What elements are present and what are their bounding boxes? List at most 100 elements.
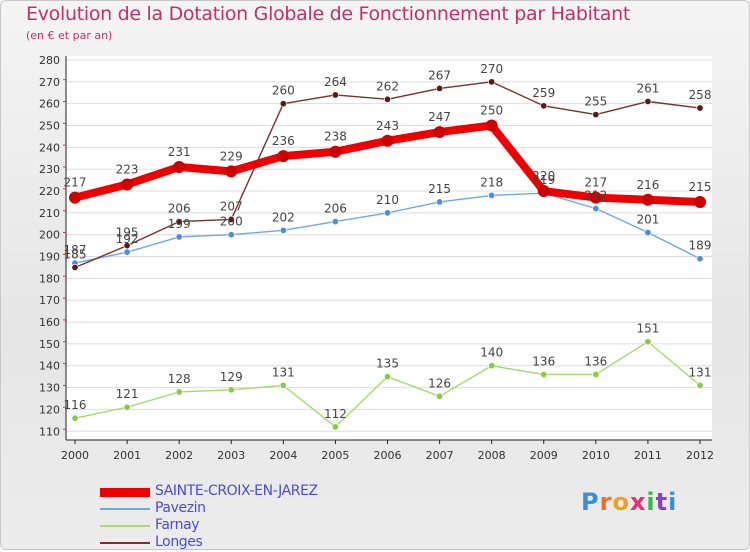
data-label: 200	[220, 215, 243, 229]
x-tick-label: 2009	[530, 449, 558, 462]
data-point	[277, 150, 290, 163]
data-point	[123, 403, 131, 411]
data-label: 218	[480, 175, 503, 189]
data-point	[644, 229, 652, 237]
data-label: 189	[689, 239, 712, 253]
data-point	[175, 218, 183, 226]
x-tick-label: 2001	[113, 449, 141, 462]
data-label: 135	[376, 357, 399, 371]
data-label: 217	[64, 176, 87, 190]
y-tick-label: 240	[39, 141, 60, 154]
y-tick-label: 280	[39, 54, 60, 67]
data-label: 187	[64, 243, 87, 257]
data-point	[329, 145, 342, 158]
x-tick-label: 2004	[269, 449, 297, 462]
x-tick-label: 2012	[686, 449, 714, 462]
data-label: 220	[532, 169, 555, 183]
data-point	[436, 392, 444, 400]
data-label: 206	[168, 202, 191, 216]
y-tick-label: 160	[39, 316, 60, 329]
data-point	[488, 362, 496, 370]
data-point	[589, 191, 602, 204]
data-label: 195	[116, 226, 139, 240]
data-point	[383, 209, 391, 217]
proxiti-logo: Proxiti	[581, 488, 677, 516]
data-point	[279, 100, 287, 108]
data-label: 270	[480, 62, 503, 76]
data-label: 112	[324, 407, 347, 421]
data-point	[71, 414, 79, 422]
legend-swatch-farnay	[100, 525, 150, 527]
y-tick-label: 190	[39, 251, 60, 264]
data-label: 223	[116, 162, 139, 176]
data-point	[331, 423, 339, 431]
data-label: 202	[272, 210, 295, 224]
data-point	[436, 198, 444, 206]
data-point	[279, 226, 287, 234]
data-label: 210	[376, 193, 399, 207]
x-tick-label: 2003	[217, 449, 245, 462]
y-tick-label: 270	[39, 76, 60, 89]
data-point	[433, 126, 446, 139]
y-tick-label: 230	[39, 163, 60, 176]
data-label: 250	[480, 104, 503, 118]
y-tick-label: 140	[39, 360, 60, 373]
data-label: 116	[64, 398, 87, 412]
data-point	[227, 231, 235, 239]
data-point	[69, 191, 81, 204]
data-point	[331, 91, 339, 99]
y-tick-label: 250	[39, 120, 60, 133]
data-label: 260	[272, 84, 295, 98]
x-tick-label: 2005	[321, 449, 349, 462]
legend-label-farnay: Farnay	[155, 517, 200, 533]
y-tick-label: 120	[39, 403, 60, 416]
data-label: 129	[220, 370, 243, 384]
data-label: 267	[428, 68, 451, 82]
y-tick-label: 170	[39, 294, 60, 307]
x-tick-label: 2011	[634, 449, 662, 462]
data-label: 201	[636, 213, 659, 227]
logo-letter: t	[655, 488, 669, 516]
data-point	[383, 95, 391, 103]
y-tick-label: 260	[39, 98, 60, 111]
data-point	[485, 119, 498, 132]
data-label: 217	[584, 176, 607, 190]
data-point	[488, 191, 496, 199]
data-point	[540, 102, 548, 110]
data-label: 206	[324, 202, 347, 216]
data-label: 128	[168, 372, 191, 386]
data-point	[592, 205, 600, 213]
data-label: 185	[64, 247, 87, 261]
legend-label-pavezin: Pavezin	[155, 500, 206, 516]
data-label: 243	[376, 119, 399, 133]
legend-swatch-sainte-croix	[100, 488, 150, 497]
data-point	[537, 185, 550, 198]
chart-subtitle: (en € et par an)	[26, 29, 113, 42]
data-point	[696, 381, 704, 389]
x-tick-label: 2008	[478, 449, 506, 462]
data-label: 215	[428, 182, 451, 196]
logo-letter: o	[612, 488, 630, 516]
data-point	[175, 388, 183, 396]
data-label: 126	[428, 376, 451, 390]
data-label: 121	[116, 387, 139, 401]
data-point	[381, 134, 394, 147]
legend-label-sainte-croix: SAINTE-CROIX-EN-JAREZ	[155, 483, 318, 499]
data-label: 247	[428, 110, 451, 124]
data-label: 136	[532, 354, 555, 368]
data-point	[331, 218, 339, 226]
data-label: 238	[324, 130, 347, 144]
data-point	[227, 386, 235, 394]
data-label: 131	[272, 365, 295, 379]
legend-swatch-pavezin	[100, 508, 150, 510]
data-point	[123, 248, 131, 256]
x-tick-label: 2007	[426, 449, 454, 462]
logo-letter: i	[646, 488, 656, 516]
data-point	[694, 195, 706, 208]
x-tick-label: 2002	[165, 449, 193, 462]
data-label: 258	[689, 88, 712, 102]
data-label: 261	[636, 81, 659, 95]
data-point	[696, 255, 704, 263]
legend-swatch-longes	[100, 542, 150, 544]
chart-title: Evolution de la Dotation Globale de Fonc…	[26, 3, 631, 25]
